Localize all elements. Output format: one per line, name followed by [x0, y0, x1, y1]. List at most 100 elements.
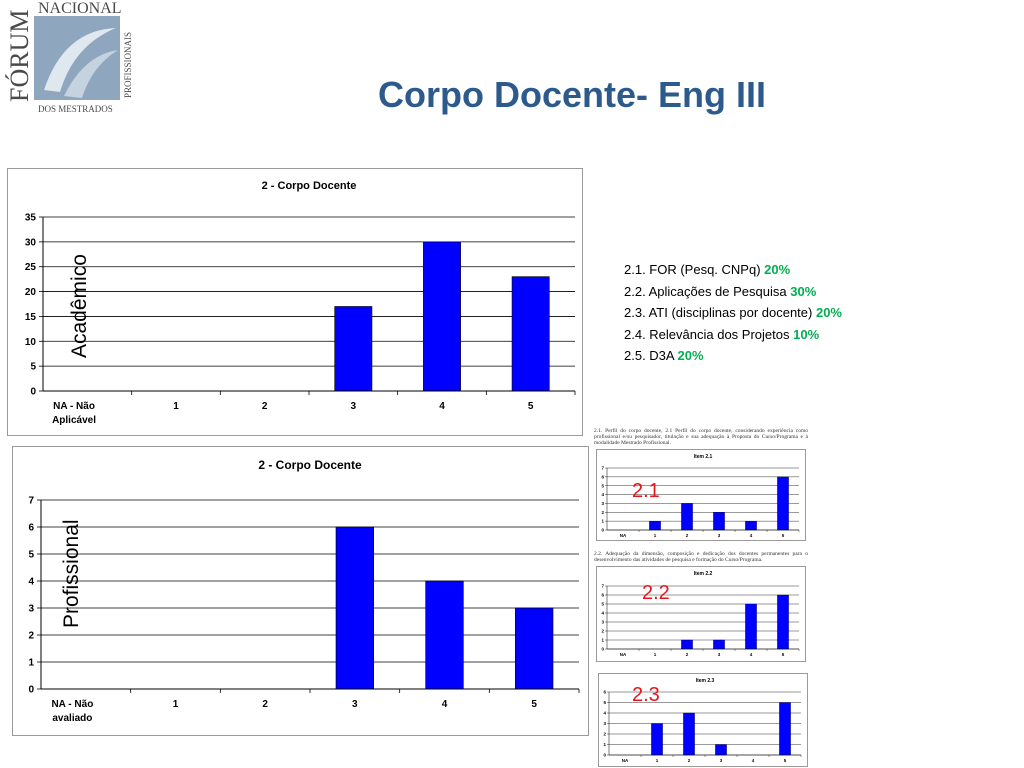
y-tick-label: 10 [25, 337, 37, 348]
professional-label: Profissional [60, 519, 83, 628]
x-tick-label: 1 [173, 401, 179, 412]
bar [335, 526, 374, 690]
y-tick-label: 15 [25, 312, 37, 323]
x-tick-label: 3 [352, 699, 358, 710]
professional-chart: 2 - Corpo Docente 0 1 2 3 4 5 6 7 NA - Não avaliad… [28, 458, 580, 724]
y-tick-label: 2 [601, 510, 604, 515]
x-tick-label: 4 [442, 699, 448, 710]
caption-2-1: 2.1. Perfil do corpo docente, 2.1 Perfil… [594, 428, 808, 447]
x-tick-label: 1 [654, 652, 657, 657]
x-tick-label: Aplicável [52, 415, 96, 426]
item-label-2-2: 2.2 [642, 582, 670, 604]
chart-title: 2 - Corpo Docente [262, 180, 357, 192]
x-tick-label: 3 [718, 652, 721, 657]
x-tick-label: 4 [439, 401, 445, 412]
bar [683, 712, 695, 756]
y-tick-label: 6 [601, 593, 604, 598]
y-tick-label: 20 [25, 287, 37, 298]
criteria-pct: 10% [793, 326, 820, 342]
forum-logo: NACIONAL FÓRUM PROFISSIONAIS DOS MESTRAD… [4, 0, 134, 118]
criteria-item: 2.1. FOR (Pesq. CNPq) 20% [624, 259, 842, 281]
bar [713, 639, 725, 650]
bar [715, 744, 727, 756]
logo-swoosh [44, 28, 116, 92]
bar [713, 512, 725, 531]
y-tick-label: 35 [25, 213, 37, 224]
item-label-2-1: 2.1 [632, 480, 660, 502]
y-tick-label: 3 [601, 620, 604, 625]
item-2-2-chart: Item 2.2 0 1 2 3 4 5 6 7 NA 1 2 3 4 5 [601, 571, 800, 657]
y-tick-label: 0 [30, 387, 36, 398]
item-2-3-chart: Item 2.3 0 1 2 3 4 5 6 NA 1 2 3 4 5 [603, 678, 802, 763]
chart-title: Item 2.1 [694, 454, 713, 460]
y-tick-label: 4 [28, 577, 34, 588]
item-2-3-panel: Item 2.3 0 1 2 3 4 5 6 NA 1 2 3 4 5 [598, 673, 808, 767]
bar [681, 639, 693, 650]
y-tick-label: 0 [603, 753, 606, 758]
logo-swoosh-2 [64, 50, 118, 98]
criteria-item: 2.4. Relevância dos Projetos 10% [624, 324, 842, 346]
bar [423, 241, 461, 392]
x-tick-label: 1 [654, 533, 657, 538]
page-title: Corpo Docente- Eng III [377, 74, 766, 115]
x-tick-label: 5 [531, 699, 537, 710]
item-2-1-panel: Item 2.1 0 1 2 3 4 5 6 7 NA 1 2 3 4 5 [596, 449, 806, 541]
bar [651, 723, 663, 756]
y-tick-label: 25 [25, 262, 37, 273]
y-tick-label: 5 [30, 362, 36, 373]
y-tick-label: 6 [28, 523, 34, 534]
logo-text-right: PROFISSIONAIS [123, 32, 133, 98]
chart-title: Item 2.3 [696, 678, 715, 684]
bar [777, 476, 789, 531]
logo-graphic: NACIONAL FÓRUM PROFISSIONAIS DOS MESTRAD… [5, 0, 133, 114]
y-tick-label: 3 [603, 721, 606, 726]
y-tick-label: 3 [601, 501, 604, 506]
y-tick-label: 1 [601, 638, 604, 643]
x-tick-label: 4 [750, 652, 753, 657]
bar [745, 603, 757, 650]
bar [425, 580, 464, 690]
x-tick-label: 4 [752, 758, 755, 763]
criteria-text: 2.3. ATI (disciplinas por docente) [624, 305, 816, 320]
logo-text-side: FÓRUM [5, 10, 34, 102]
y-tick-label: 2 [603, 732, 606, 737]
logo-text-bottom: DOS MESTRADOS [38, 104, 113, 114]
y-tick-label: 5 [601, 483, 604, 488]
criteria-pct: 20% [815, 305, 842, 320]
criteria-pct: 30% [790, 283, 817, 299]
x-tick-label: 1 [173, 699, 179, 710]
item-label-2-3: 2.3 [632, 684, 660, 706]
bar [511, 276, 550, 392]
bar [515, 607, 554, 690]
professional-chart-panel: 2 - Corpo Docente 0 1 2 3 4 5 6 7 NA - Não avaliad… [12, 446, 589, 736]
y-tick-label: 0 [28, 685, 34, 696]
chart-title: 2 - Corpo Docente [258, 458, 362, 472]
y-tick-label: 3 [28, 604, 34, 615]
y-tick-label: 1 [603, 742, 606, 747]
academic-chart: 2 - Corpo Docente 0 5 10 15 20 25 30 35 NA - Não A… [25, 180, 576, 426]
y-tick-label: 2 [28, 631, 34, 642]
x-tick-label: NA [620, 652, 627, 657]
chart-title: Item 2.2 [694, 571, 713, 577]
x-tick-label: 5 [782, 652, 785, 657]
x-tick-label: 1 [656, 758, 659, 763]
criteria-text: 2.4. Relevância dos Projetos [624, 326, 794, 342]
x-tick-label: 5 [782, 533, 785, 538]
y-tick-label: 0 [601, 528, 604, 533]
y-tick-label: 4 [601, 611, 604, 616]
y-tick-label: 4 [603, 711, 606, 716]
criteria-text: 2.1. FOR (Pesq. CNPq) [624, 262, 765, 277]
criteria-list: 2.1. FOR (Pesq. CNPq) 20% 2.2. Aplicaçõe… [624, 259, 842, 367]
y-tick-label: 5 [601, 602, 604, 607]
x-tick-label: 2 [686, 652, 689, 657]
criteria-pct: 20% [677, 348, 704, 363]
x-tick-label: 2 [686, 533, 689, 538]
x-tick-label: NA - Não [53, 401, 95, 412]
criteria-text: 2.5. D3A [624, 348, 678, 363]
y-tick-label: 1 [601, 519, 604, 524]
y-tick-label: 2 [601, 629, 604, 634]
y-tick-label: 0 [601, 647, 604, 652]
bar [777, 594, 789, 650]
y-tick-label: 30 [25, 237, 37, 248]
criteria-item: 2.3. ATI (disciplinas por docente) 20% [624, 302, 842, 324]
